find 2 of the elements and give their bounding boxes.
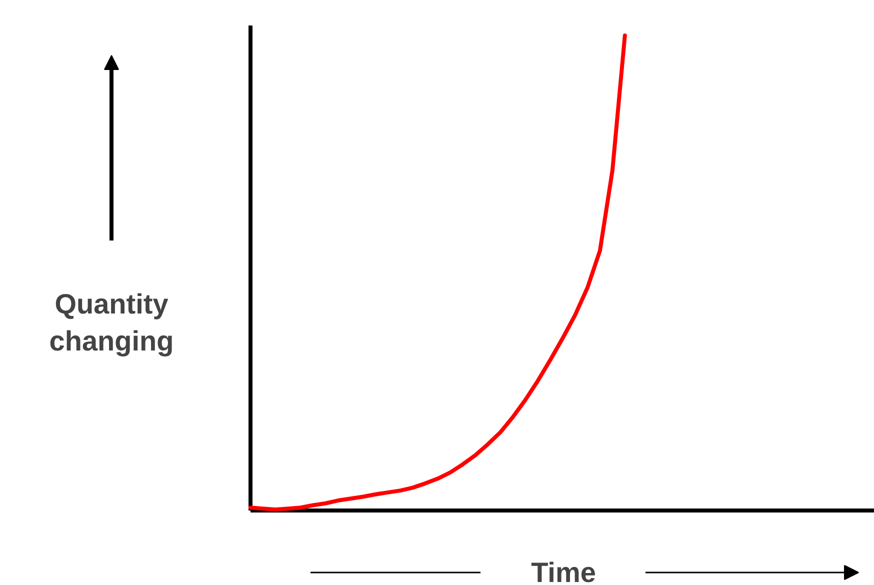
- x-axis-title: Time: [531, 557, 596, 585]
- y-axis-title: Quantity changing: [49, 288, 174, 357]
